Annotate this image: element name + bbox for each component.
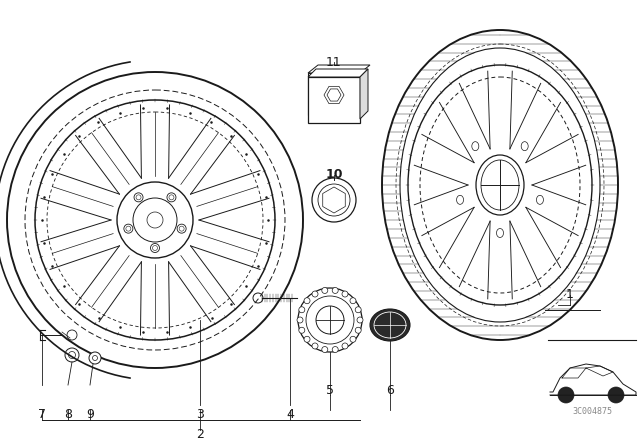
Circle shape	[298, 288, 362, 352]
Text: 9: 9	[86, 409, 94, 422]
Text: 11: 11	[326, 56, 342, 69]
Circle shape	[355, 327, 361, 333]
Circle shape	[558, 387, 574, 403]
Ellipse shape	[456, 195, 463, 204]
Text: 8: 8	[64, 409, 72, 422]
Circle shape	[167, 193, 176, 202]
Circle shape	[608, 387, 624, 403]
Text: 1: 1	[566, 289, 574, 302]
Circle shape	[332, 288, 338, 293]
Circle shape	[355, 307, 361, 313]
Circle shape	[134, 193, 143, 202]
Circle shape	[299, 307, 305, 313]
Polygon shape	[360, 69, 368, 119]
Circle shape	[65, 348, 79, 362]
Circle shape	[124, 224, 133, 233]
Circle shape	[312, 291, 318, 297]
Circle shape	[312, 178, 356, 222]
Bar	[308, 77, 360, 123]
Circle shape	[332, 347, 338, 353]
Circle shape	[342, 291, 348, 297]
Text: 10: 10	[325, 168, 343, 181]
Text: 3C004875: 3C004875	[572, 408, 612, 417]
Circle shape	[299, 327, 305, 333]
Text: 7: 7	[38, 409, 46, 422]
Circle shape	[177, 224, 186, 233]
Circle shape	[357, 317, 363, 323]
Bar	[308, 73, 360, 115]
Text: 5: 5	[326, 383, 334, 396]
Ellipse shape	[536, 195, 543, 204]
Circle shape	[350, 298, 356, 304]
Text: 3: 3	[196, 409, 204, 422]
Circle shape	[89, 352, 101, 364]
Polygon shape	[308, 69, 368, 77]
Circle shape	[322, 347, 328, 353]
Circle shape	[304, 298, 310, 304]
Ellipse shape	[497, 228, 504, 237]
Text: 4: 4	[286, 409, 294, 422]
Circle shape	[312, 343, 318, 349]
Ellipse shape	[370, 309, 410, 341]
Circle shape	[297, 317, 303, 323]
Circle shape	[322, 288, 328, 293]
Text: 2: 2	[196, 428, 204, 441]
Circle shape	[150, 244, 159, 253]
Text: 6: 6	[386, 383, 394, 396]
Circle shape	[304, 336, 310, 342]
Circle shape	[350, 336, 356, 342]
Circle shape	[342, 343, 348, 349]
Ellipse shape	[472, 142, 479, 151]
Ellipse shape	[521, 142, 528, 151]
